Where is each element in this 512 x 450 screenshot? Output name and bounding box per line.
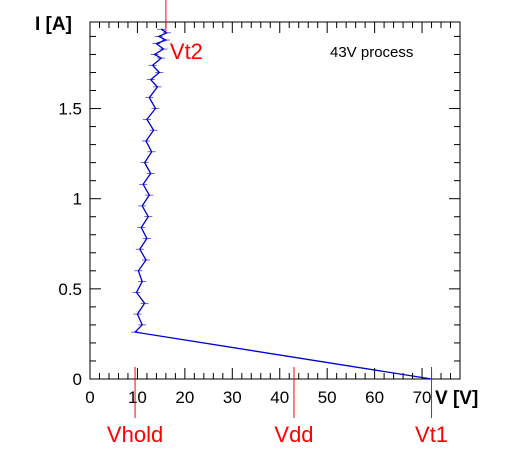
x-tick-label: 70 (413, 388, 432, 407)
markers-group: Vt2 Vhold Vdd Vt1 (107, 0, 448, 447)
x-tick-label: 40 (270, 388, 289, 407)
x-tick-label: 50 (318, 388, 337, 407)
y-tick-label: 1 (73, 190, 82, 209)
y-tick-label: 0.5 (58, 280, 82, 299)
marker-label-vhold: Vhold (107, 422, 163, 447)
y-axis-title: I [A] (35, 14, 72, 35)
annotation-text: 43V process (330, 44, 413, 61)
x-tick-label: 30 (223, 388, 242, 407)
marker-label-vt1: Vt1 (415, 422, 448, 447)
series-group (131, 28, 432, 380)
x-tick-label: 0 (85, 388, 94, 407)
marker-label-vt2: Vt2 (170, 39, 203, 64)
x-tick-label: 60 (365, 388, 384, 407)
y-tick-label: 1.5 (58, 100, 82, 119)
plot-frame (89, 21, 461, 380)
x-tick-label: 10 (128, 388, 147, 407)
axis-ticks: 0 10 20 30 40 50 60 70 0 0.5 1 1.5 (58, 22, 461, 407)
x-axis-title: V [V] (435, 388, 478, 409)
marker-label-vdd: Vdd (274, 422, 313, 447)
x-tick-label: 20 (175, 388, 194, 407)
y-tick-label: 0 (73, 370, 82, 389)
iv-curve-line (133, 28, 432, 380)
